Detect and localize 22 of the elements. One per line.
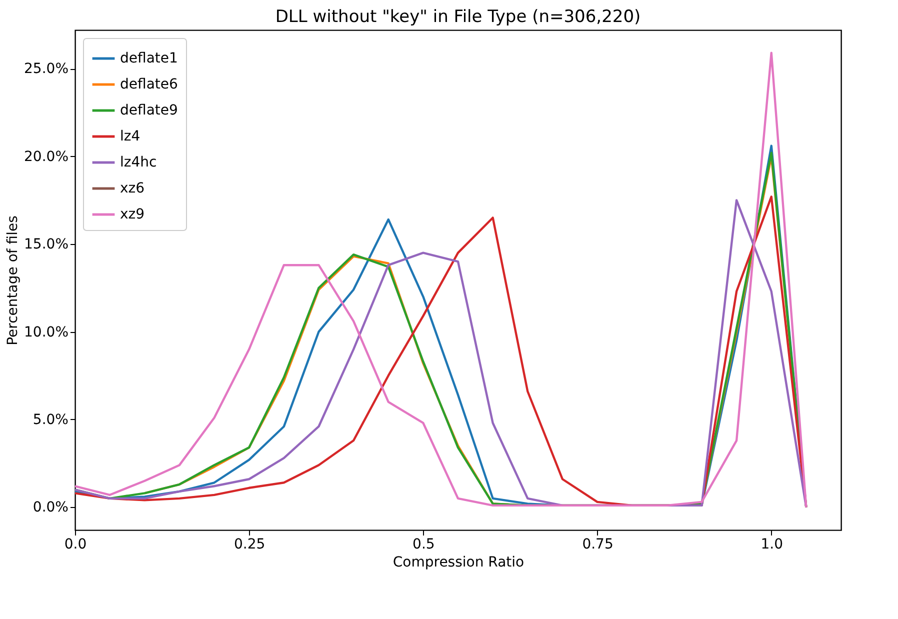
x-tick-label: 0.25 — [234, 536, 266, 552]
y-tick-label: 25.0% — [24, 61, 68, 78]
legend-label: deflate9 — [120, 102, 178, 118]
x-axis-title: Compression Ratio — [392, 554, 524, 570]
y-tick-label: 20.0% — [24, 148, 68, 165]
x-tick-label: 0.75 — [582, 536, 614, 552]
legend-label: xz9 — [120, 206, 145, 222]
x-tick-label: 0.0 — [64, 536, 87, 552]
y-tick-label: 10.0% — [24, 324, 68, 340]
y-tick-label: 15.0% — [24, 236, 68, 253]
y-tick-label: 0.0% — [32, 500, 68, 516]
legend-label: xz6 — [120, 180, 145, 196]
y-axis-title: Percentage of files — [5, 216, 22, 346]
legend-label: deflate1 — [120, 50, 178, 66]
line-series — [74, 52, 808, 508]
x-tick-label: 0.5 — [412, 536, 435, 552]
legend-label: deflate6 — [120, 76, 178, 92]
chart-title: DLL without "key" in File Type (n=306,220) — [275, 7, 641, 27]
legend-label: lz4hc — [120, 154, 157, 170]
y-tick-label: 5.0% — [32, 412, 68, 428]
legend-label: lz4 — [120, 128, 140, 144]
x-tick-label: 1.0 — [760, 536, 783, 552]
